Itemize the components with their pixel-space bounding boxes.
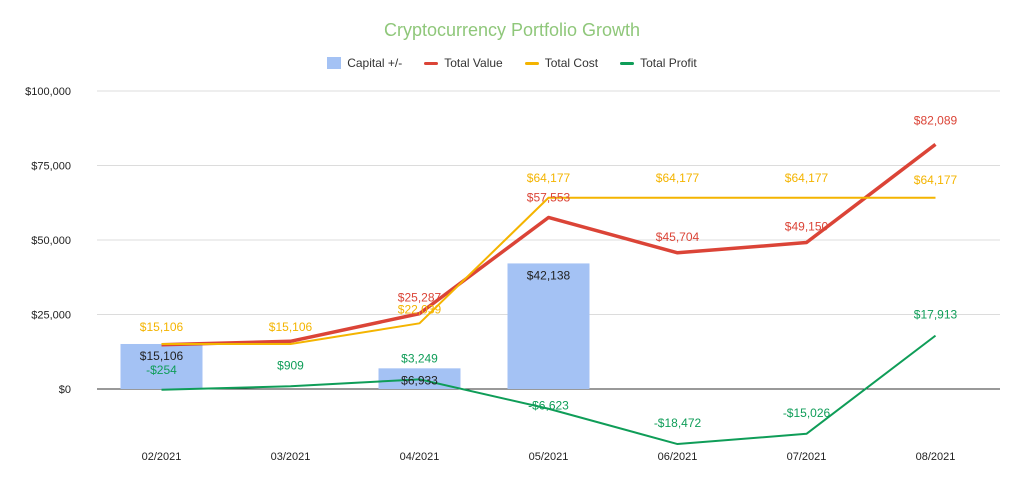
legend-label-total-value: Total Value	[444, 56, 503, 70]
data-label-total-value: $25,287	[398, 291, 442, 305]
data-label-total-profit: -$6,623	[528, 399, 569, 413]
data-label-total-cost: $64,177	[656, 171, 700, 185]
line-total-cost	[161, 196, 936, 345]
x-tick-label: 02/2021	[142, 451, 182, 463]
data-label-total-cost: $15,106	[140, 320, 184, 334]
data-label-total-cost: $22,039	[398, 302, 442, 316]
legend-item-total-cost[interactable]: Total Cost	[524, 56, 599, 70]
x-tick-label: 06/2021	[658, 451, 698, 463]
data-label-total-profit: $909	[277, 358, 304, 372]
y-tick-label: $25,000	[31, 310, 71, 322]
data-label-total-value: $45,704	[656, 230, 700, 244]
legend-label-total-profit: Total Profit	[640, 56, 697, 70]
legend-item-total-profit[interactable]: Total Profit	[620, 56, 697, 70]
bar-capital	[120, 343, 203, 389]
y-tick-label: $75,000	[31, 161, 71, 173]
data-label-total-profit: -$15,026	[783, 406, 831, 420]
y-tick-label: $100,000	[25, 86, 71, 98]
data-label-total-profit: -$18,472	[654, 416, 702, 430]
legend-swatch-total-cost	[524, 61, 539, 65]
legend-swatch-total-value	[424, 61, 439, 65]
x-tick-label: 07/2021	[787, 451, 827, 463]
bar-capital	[507, 263, 590, 389]
data-label-total-profit: $3,249	[401, 351, 438, 365]
data-label-total-value: $57,553	[527, 190, 571, 204]
data-label-total-profit: $17,913	[914, 308, 958, 322]
legend-item-capital[interactable]: Capital +/-	[327, 56, 402, 70]
line-total-value	[161, 142, 937, 347]
y-tick-label: $0	[59, 384, 71, 396]
data-label-capital: $15,106	[140, 349, 184, 363]
legend-label-total-cost: Total Cost	[544, 56, 599, 70]
x-tick-label: 05/2021	[529, 451, 569, 463]
chart-legend: Capital +/- Total Value Total Cost Total…	[0, 56, 1024, 70]
chart-title: Cryptocurrency Portfolio Growth	[383, 20, 641, 40]
data-label-total-value: $82,089	[914, 113, 958, 127]
legend-swatch-total-profit	[620, 61, 635, 65]
data-label-total-cost: $64,177	[785, 171, 829, 185]
data-label-capital: $42,138	[527, 268, 571, 282]
x-tick-label: 04/2021	[400, 451, 440, 463]
y-tick-label: $50,000	[31, 235, 71, 247]
x-tick-label: 03/2021	[271, 451, 311, 463]
data-label-total-cost: $64,177	[527, 171, 571, 185]
data-label-total-profit: -$254	[146, 363, 177, 377]
data-label-total-cost: $15,106	[269, 320, 313, 334]
line-total-profit	[161, 334, 937, 446]
legend-item-total-value[interactable]: Total Value	[424, 56, 503, 70]
data-label-capital: $6,933	[401, 373, 438, 387]
legend-label-capital: Capital +/-	[347, 56, 403, 70]
data-label-total-cost: $64,177	[914, 173, 958, 187]
data-label-total-value: $49,150	[785, 220, 829, 234]
legend-swatch-capital	[327, 57, 342, 69]
x-tick-label: 08/2021	[916, 451, 956, 463]
